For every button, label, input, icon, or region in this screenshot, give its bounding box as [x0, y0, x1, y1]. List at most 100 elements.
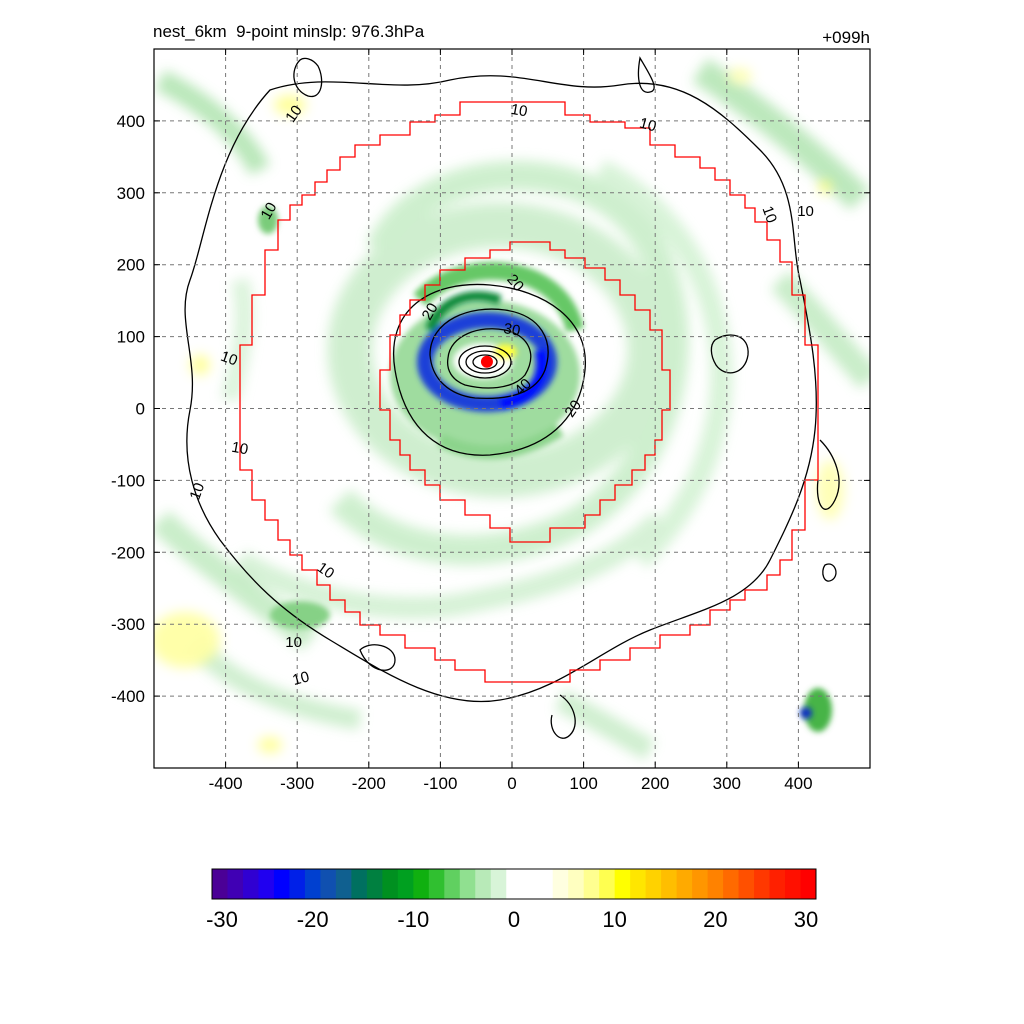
colorbar: -30 -20 -10 0 10 20 30 — [206, 868, 818, 932]
contour-label: 10 — [187, 481, 209, 502]
contour-label-text: 10 — [638, 115, 659, 136]
colorbar-tick-label: 30 — [794, 907, 818, 932]
colorbar-swatch — [304, 869, 321, 899]
y-tick-label: 100 — [117, 328, 145, 347]
colorbar-swatch — [335, 869, 352, 899]
contour-label: 40 — [511, 375, 535, 399]
colorbar-swatch — [769, 869, 786, 899]
colorbar-swatch — [428, 869, 445, 899]
forecast-hour-label: +099h — [822, 28, 870, 47]
x-tick-label: -200 — [352, 774, 386, 793]
outer-nest-boundary — [239, 101, 819, 683]
inner-nest-boundary — [379, 241, 671, 543]
high-res-nest-boundary — [239, 101, 819, 683]
contour-line — [458, 345, 512, 379]
field-patch — [800, 707, 812, 719]
y-tick-label: -300 — [111, 615, 145, 634]
contour-label-text: 30 — [502, 320, 521, 340]
colorbar-swatch — [351, 869, 368, 899]
field-patch — [498, 348, 548, 410]
colorbar-swatch — [552, 869, 569, 899]
contour-label: 10 — [509, 101, 528, 121]
field-patch — [192, 642, 362, 730]
field-patch — [329, 160, 689, 565]
colorbar-swatch — [785, 869, 802, 899]
shaded-field — [154, 58, 870, 760]
contour-line — [465, 350, 505, 374]
field-patch — [555, 690, 656, 760]
field-patch — [233, 512, 668, 619]
colorbar-swatch — [537, 869, 554, 899]
contour-label-text: 10 — [187, 481, 209, 502]
colorbar-tick-label: 20 — [703, 907, 727, 932]
colorbar-swatch — [723, 869, 740, 899]
field-patch — [190, 355, 210, 375]
colorbar-swatch — [630, 869, 647, 899]
x-axis: -400 -300 -200 -100 0 100 200 300 400 — [209, 49, 813, 793]
field-patch — [425, 291, 502, 332]
contour-label-text: 10 — [218, 348, 239, 370]
colorbar-swatch — [707, 869, 724, 899]
x-tick-label: 400 — [784, 774, 812, 793]
x-tick-label: -100 — [423, 774, 457, 793]
colorbar-swatch — [490, 869, 507, 899]
y-tick-label: -400 — [111, 687, 145, 706]
field-patch — [221, 277, 254, 403]
contour-line — [637, 56, 655, 93]
x-tick-label: 0 — [507, 774, 516, 793]
colorbar-swatch — [397, 869, 414, 899]
field-patch — [155, 70, 270, 176]
contour-label-text: 10 — [758, 204, 780, 225]
colorbar-swatch — [506, 869, 523, 899]
x-tick-label: 200 — [641, 774, 669, 793]
contour-label: 10 — [797, 203, 814, 220]
colorbar-swatch — [521, 869, 538, 899]
colorbar-swatch — [568, 869, 585, 899]
colorbar-swatch — [258, 869, 275, 899]
contour-label: 10 — [291, 668, 312, 689]
colorbar-swatch — [382, 869, 399, 899]
contour-label: 20 — [562, 397, 585, 420]
contour-label: 30 — [502, 320, 521, 340]
storm-center-marker — [480, 355, 493, 368]
colorbar-frame — [211, 868, 817, 900]
colorbar-swatch — [676, 869, 693, 899]
y-tick-label: 200 — [117, 256, 145, 275]
colorbar-swatch — [754, 869, 771, 899]
colorbar-tick-label: -10 — [397, 907, 429, 932]
x-tick-label: 100 — [569, 774, 597, 793]
contour-label: 10 — [230, 439, 249, 459]
contour-label-text: 10 — [797, 203, 814, 220]
contour-labels: 10 10 10 10 10 10 10 10 10 10 10 10 20 20 20 30 40 — [187, 101, 814, 689]
contour-label-text: 10 — [509, 101, 528, 121]
y-axis: 400 300 200 100 0 -100 -200 -300 -400 — [111, 112, 870, 706]
field-patch — [154, 612, 220, 668]
x-tick-label: 300 — [713, 774, 741, 793]
chart-title: nest_6km 9-point minslp: 976.3hPa — [153, 22, 425, 41]
colorbar-swatch — [614, 869, 631, 899]
contour-label: 10 — [282, 102, 305, 125]
contour-label-text: 20 — [419, 300, 442, 323]
colorbar-swatch — [320, 869, 337, 899]
field-patch — [274, 95, 306, 115]
colorbar-swatch — [692, 869, 709, 899]
field-patch — [417, 312, 557, 412]
field-patch — [258, 206, 278, 234]
colorbar-swatch — [366, 869, 383, 899]
field-patch — [816, 460, 844, 520]
colorbar-swatch — [242, 869, 259, 899]
contour-label-text: 10 — [230, 439, 249, 459]
contour-label: 20 — [503, 271, 527, 295]
field-patch — [327, 202, 673, 498]
field-patch — [270, 601, 330, 629]
colorbar-swatch — [413, 869, 430, 899]
field-patch — [804, 688, 832, 732]
contour-label-text: 10 — [291, 668, 312, 689]
contour-lines — [184, 56, 840, 739]
colorbar-swatch — [459, 869, 476, 899]
contour-label: 20 — [419, 300, 442, 323]
contour-line — [393, 283, 586, 456]
colorbar-tick-label: 10 — [602, 907, 626, 932]
colorbar-swatch — [444, 869, 461, 899]
colorbar-swatch — [800, 869, 817, 899]
